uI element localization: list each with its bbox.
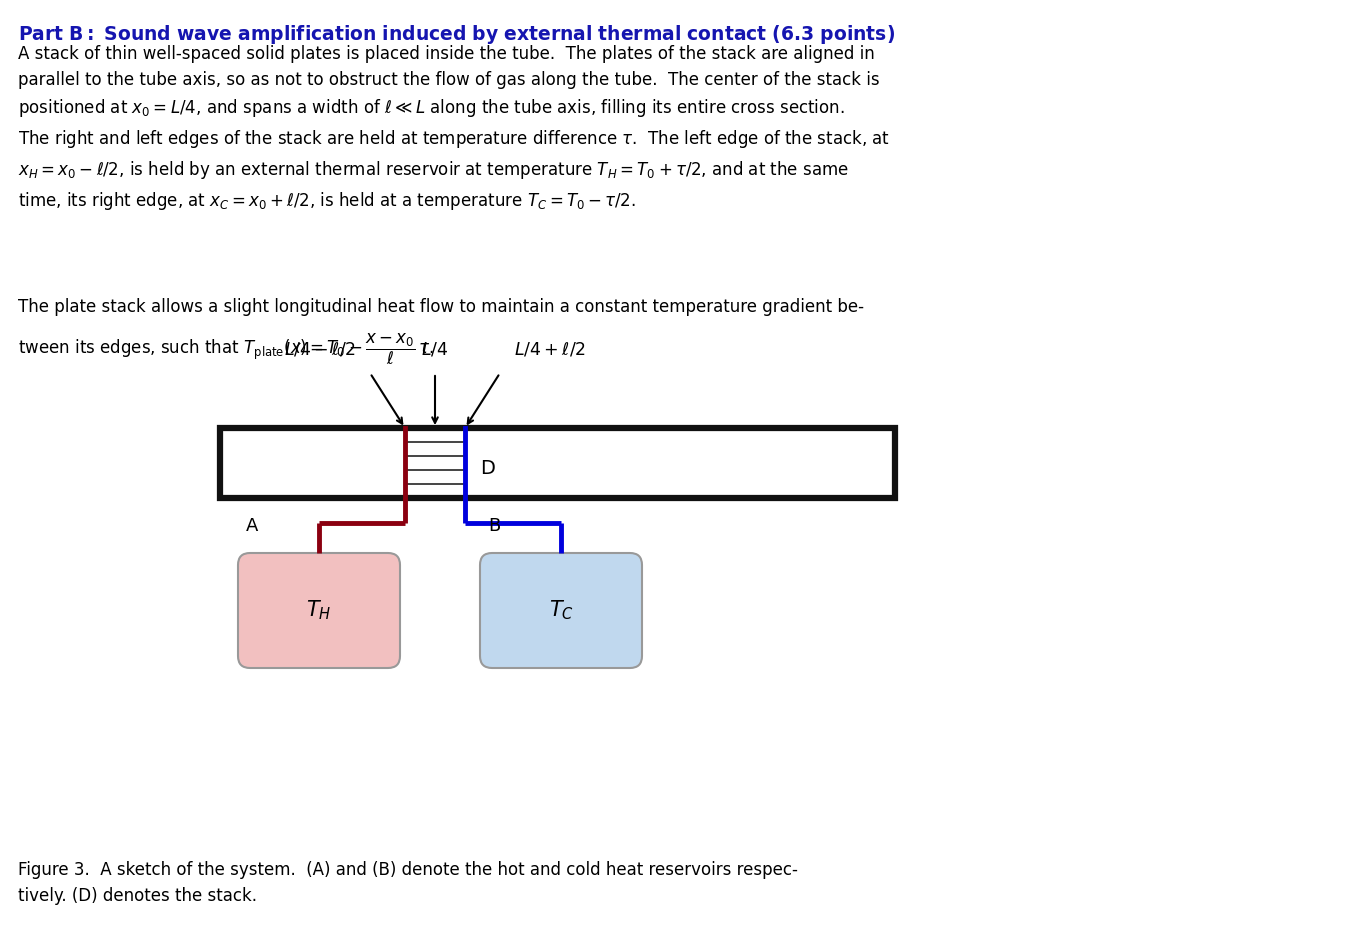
Text: A: A bbox=[245, 517, 259, 535]
Text: A stack of thin well-spaced solid plates is placed inside the tube.  The plates : A stack of thin well-spaced solid plates… bbox=[18, 45, 890, 212]
Text: $L/4$: $L/4$ bbox=[422, 340, 449, 358]
Text: B: B bbox=[488, 517, 500, 535]
FancyBboxPatch shape bbox=[480, 553, 642, 668]
FancyBboxPatch shape bbox=[220, 428, 895, 498]
Text: $\mathbf{Part\ B:\ Sound\ wave\ amplification\ induced\ by\ external\ thermal\ c: $\mathbf{Part\ B:\ Sound\ wave\ amplific… bbox=[18, 23, 895, 46]
Text: The plate stack allows a slight longitudinal heat flow to maintain a constant te: The plate stack allows a slight longitud… bbox=[18, 298, 864, 367]
Text: $L/4 + \ell/2$: $L/4 + \ell/2$ bbox=[514, 340, 586, 358]
FancyBboxPatch shape bbox=[239, 553, 400, 668]
Text: $T_H$: $T_H$ bbox=[306, 599, 332, 622]
Text: $L/4 - \ell/2$: $L/4 - \ell/2$ bbox=[284, 340, 356, 358]
Text: Figure 3.  A sketch of the system.  (A) and (B) denote the hot and cold heat res: Figure 3. A sketch of the system. (A) an… bbox=[18, 861, 798, 905]
Text: D: D bbox=[480, 458, 495, 478]
Text: $T_C$: $T_C$ bbox=[549, 599, 573, 622]
